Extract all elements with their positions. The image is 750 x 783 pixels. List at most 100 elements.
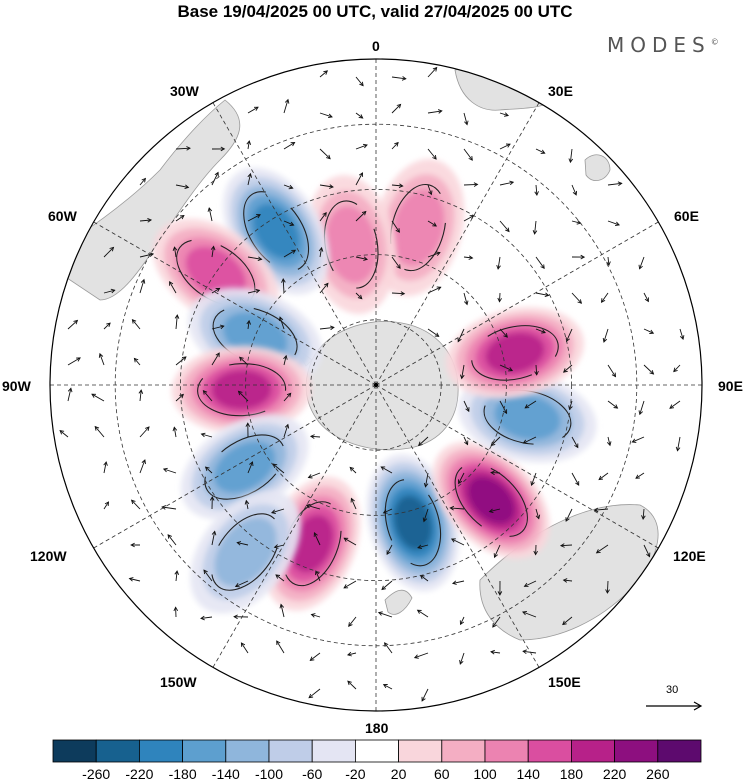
wind-vector: [606, 256, 611, 267]
wind-vector: [643, 364, 655, 375]
wind-vector: [283, 354, 288, 366]
wind-vector: [139, 459, 146, 474]
wind-vector: [349, 466, 357, 474]
wind-vector: [423, 472, 429, 488]
wind-vector: [200, 432, 213, 438]
wind-vector: [679, 328, 685, 340]
wind-vector: [643, 544, 651, 558]
lon-label-120w: 120W: [30, 548, 67, 564]
wind-vector: [607, 181, 623, 186]
wind-vector: [283, 220, 295, 226]
colorbar-swatch: [182, 739, 227, 763]
wind-vector: [535, 256, 545, 270]
wind-vector: [247, 214, 261, 222]
wind-vector: [675, 436, 681, 452]
wind-vector: [413, 652, 429, 659]
wind-vector: [247, 461, 254, 474]
wind-vector: [605, 580, 610, 594]
wind-vector: [490, 436, 501, 447]
latitude-circle: [245, 254, 507, 516]
wind-vector: [283, 98, 290, 114]
wind-vector: [67, 319, 79, 330]
anomaly-center: [446, 307, 584, 399]
anomaly-contour: [214, 441, 276, 493]
circulation-streamline: [204, 434, 286, 500]
wind-vector: [499, 400, 508, 415]
map-title: Base 19/04/2025 00 UTC, valid 27/04/2025…: [177, 2, 573, 21]
wind-vector: [348, 616, 357, 627]
wind-vector: [318, 246, 324, 258]
colorbar-swatch: [614, 739, 659, 763]
wind-vector: [355, 292, 363, 300]
colorbar-tick-label: 20: [390, 766, 407, 782]
colorbar-swatch: [138, 739, 183, 763]
wind-vector: [211, 171, 219, 186]
wind-vector: [391, 183, 404, 189]
meridian-line: [375, 102, 540, 386]
wind-vector: [172, 246, 178, 258]
lon-label-30w: 30W: [170, 83, 199, 99]
wind-vector: [391, 220, 400, 233]
wind-vector: [246, 319, 252, 330]
wind-vector: [382, 684, 393, 690]
wind-vector: [246, 140, 252, 150]
wind-vector: [534, 364, 539, 376]
wind-vector: [283, 184, 294, 190]
wind-vector: [175, 184, 190, 190]
wind-vector: [571, 184, 578, 196]
colorbar-swatch: [571, 739, 616, 763]
anomaly-contour: [290, 514, 334, 573]
wind-vector: [279, 603, 285, 618]
wind-vector: [631, 436, 645, 443]
wind-vector: [172, 426, 178, 438]
wind-vector: [391, 76, 407, 81]
wind-vector: [175, 214, 185, 222]
wind-vector: [522, 611, 537, 618]
wind-vector: [535, 508, 541, 520]
map-border: [49, 58, 703, 712]
lon-label-90e: 90E: [718, 378, 743, 394]
wind-vector: [562, 364, 573, 373]
wind-vector: [211, 352, 220, 366]
wind-vector: [598, 472, 609, 481]
wind-vector: [493, 544, 501, 559]
wind-vector: [669, 400, 681, 409]
wind-vector: [463, 400, 470, 413]
wind-vector: [209, 496, 215, 510]
lon-label-180: 180: [365, 720, 389, 736]
wind-vector: [427, 328, 440, 337]
wind-vector: [427, 251, 441, 258]
antarctica-landmass: [305, 321, 459, 451]
wind-vector: [427, 66, 438, 78]
wind-vector: [571, 472, 580, 486]
lon-label-120e: 120E: [673, 548, 706, 564]
map-disc: [50, 59, 702, 711]
wind-vector: [245, 422, 251, 438]
wind-vector: [391, 256, 401, 270]
lon-label-90w: 90W: [2, 378, 31, 394]
anomaly-contour: [393, 495, 432, 550]
wind-vector: [607, 364, 617, 378]
wind-vector: [210, 245, 216, 258]
wind-vector: [490, 470, 501, 476]
colorbar-swatch: [354, 739, 399, 763]
wind-vector: [459, 364, 465, 380]
wind-vector: [606, 436, 612, 447]
wind-vector: [202, 389, 213, 402]
anomaly-center: [190, 490, 301, 614]
colorbar-tick-label: -60: [302, 766, 323, 782]
wind-vector: [635, 472, 645, 479]
meridian-line: [212, 384, 377, 668]
wind-vector: [533, 544, 538, 556]
circulation-streamline: [454, 463, 528, 537]
wind-vector: [175, 146, 191, 151]
wind-vector: [244, 499, 250, 510]
reference-vector-label: 30: [666, 684, 679, 696]
anomaly-contour: [252, 203, 300, 259]
wind-vector: [499, 220, 510, 233]
wind-vector: [562, 616, 573, 626]
wind-vector: [174, 314, 180, 330]
meridian-line: [375, 384, 659, 549]
wind-vector: [211, 287, 221, 294]
colorbar-tick-label: -220: [125, 766, 154, 782]
